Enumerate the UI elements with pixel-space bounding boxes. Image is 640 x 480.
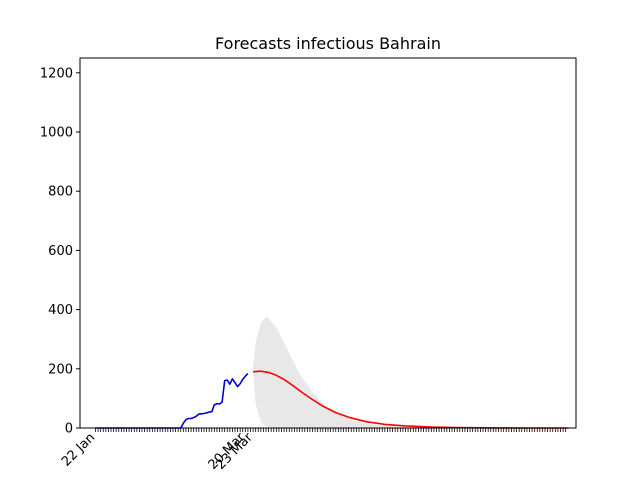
- y-tick-label: 1200: [40, 66, 73, 81]
- chart-title: Forecasts infectious Bahrain: [215, 34, 441, 53]
- y-tick-label: 200: [48, 362, 73, 377]
- confidence-band: [253, 317, 569, 428]
- y-tick-label: 600: [48, 244, 73, 259]
- observed-line: [95, 372, 249, 429]
- y-tick-label: 0: [65, 422, 73, 437]
- plot-frame: [79, 57, 577, 429]
- y-tick-label: 800: [48, 185, 73, 200]
- y-tick-label: 400: [48, 303, 73, 318]
- y-tick-label: 1000: [40, 126, 73, 141]
- confidence-band-layer: [253, 317, 569, 428]
- y-axis: 0 200 400 600 800 1000 1200: [40, 66, 80, 437]
